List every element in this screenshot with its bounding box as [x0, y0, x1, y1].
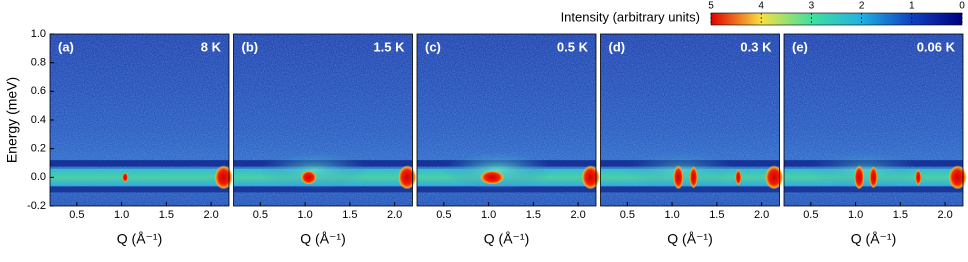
panel: (c) 0.5 K 0.5 1.0 1.5 2.0 Q (Å⁻¹): [416, 33, 600, 247]
bragg-peak: [765, 165, 784, 190]
y-tick-label: 0.8: [31, 57, 46, 69]
x-tick-label: 0.5: [69, 209, 84, 221]
x-tick-label: 2.0: [387, 209, 402, 221]
x-tick-label: 1.5: [526, 209, 541, 221]
x-tick-label: 1.0: [664, 209, 679, 221]
bragg-peak: [398, 165, 417, 190]
panel: (d) 0.3 K 0.5 1.0 1.5 2.0 Q (Å⁻¹): [600, 33, 784, 247]
x-tick-label: 1.0: [481, 209, 496, 221]
x-tick-label: 0.5: [253, 209, 268, 221]
panel-frame: [600, 33, 780, 207]
temperature-label: 8 K: [201, 39, 222, 54]
panel: (a) 8 K 0.5 1.0 1.5 2.0 Q (Å⁻¹) -0.2 0.0 0.2 0.4 0.…: [4, 28, 233, 247]
colorbar-tick-label: 2: [859, 1, 865, 12]
bragg-peak: [948, 165, 967, 190]
y-tick-label: 1.0: [31, 28, 46, 40]
x-axis-label: Q (Å⁻¹): [300, 231, 346, 247]
panel-label: (e): [792, 39, 808, 54]
elastic-band: [50, 168, 229, 186]
bragg-peak: [689, 166, 698, 189]
colorbar-tick-label: 5: [708, 1, 714, 12]
x-tick-label: 1.5: [342, 209, 357, 221]
colorbar: 5 4 3 2 1 0 Intensity (arbitrary units): [561, 1, 965, 26]
x-tick-label: 2.0: [937, 209, 952, 221]
x-tick-label: 1.5: [709, 209, 724, 221]
bragg-peak: [854, 165, 865, 190]
y-tick-label: 0.6: [31, 85, 46, 97]
panel-label: (c): [425, 39, 441, 54]
panel-frame: [416, 33, 597, 207]
x-tick-label: 1.0: [114, 209, 129, 221]
colorbar-title: Intensity (arbitrary units): [561, 9, 700, 24]
temperature-label: 0.5 K: [557, 39, 589, 54]
dark-strip: [50, 160, 229, 167]
y-tick-label: 0.0: [31, 171, 46, 183]
x-tick-label: 1.0: [297, 209, 312, 221]
temperature-label: 0.3 K: [740, 39, 772, 54]
bragg-peak: [214, 165, 233, 190]
bragg-peak: [122, 172, 129, 183]
colorbar-tick-label: 1: [909, 1, 915, 12]
x-axis-label: Q (Å⁻¹): [484, 231, 530, 247]
panel: (b) 1.5 K 0.5 1.0 1.5 2.0 Q (Å⁻¹): [233, 33, 417, 247]
x-tick-label: 1.5: [893, 209, 908, 221]
colorbar-tick-label: 4: [758, 1, 764, 12]
temperature-label: 1.5 K: [373, 39, 405, 54]
x-axis-label: Q (Å⁻¹): [667, 231, 713, 247]
x-tick-label: 2.0: [203, 209, 218, 221]
panel-label: (b): [242, 39, 259, 54]
y-tick-label: 0.4: [31, 114, 46, 126]
x-tick-label: 1.5: [159, 209, 174, 221]
panel-label: (d): [609, 39, 626, 54]
diffuse-glow: [442, 150, 553, 191]
bragg-peak: [480, 170, 505, 185]
diffuse-glow: [259, 150, 370, 191]
x-tick-label: 1.0: [848, 209, 863, 221]
y-tick-label: 0.2: [31, 143, 46, 155]
x-axis-label: Q (Å⁻¹): [851, 231, 897, 247]
x-tick-label: 2.0: [570, 209, 585, 221]
panel-label: (a): [58, 39, 74, 54]
x-tick-label: 0.5: [436, 209, 451, 221]
panel-frame: [233, 33, 413, 207]
temperature-label: 0.06 K: [917, 39, 956, 54]
bragg-peak: [735, 169, 742, 186]
x-tick-label: 2.0: [754, 209, 769, 221]
dark-strip: [50, 186, 229, 193]
bragg-peak: [869, 166, 878, 189]
colorbar-gradient: [710, 12, 963, 26]
panel: (e) 0.06 K 0.5 1.0 1.5 2.0 Q (Å⁻¹): [783, 33, 967, 247]
x-axis-label: Q (Å⁻¹): [117, 231, 163, 247]
colorbar-tick-label: 3: [809, 1, 815, 12]
x-tick-label: 0.5: [803, 209, 818, 221]
bragg-peak: [300, 170, 317, 185]
y-axis-label: Energy (meV): [4, 77, 20, 163]
y-tick-label: -0.2: [27, 200, 46, 212]
panel-frame: [783, 33, 964, 207]
bragg-peak: [581, 165, 600, 190]
colorbar-tick-label: 0: [959, 1, 965, 12]
diffuse-glow: [809, 150, 920, 191]
x-tick-label: 0.5: [620, 209, 635, 221]
bragg-peak: [673, 165, 684, 190]
bragg-peak: [915, 169, 922, 186]
